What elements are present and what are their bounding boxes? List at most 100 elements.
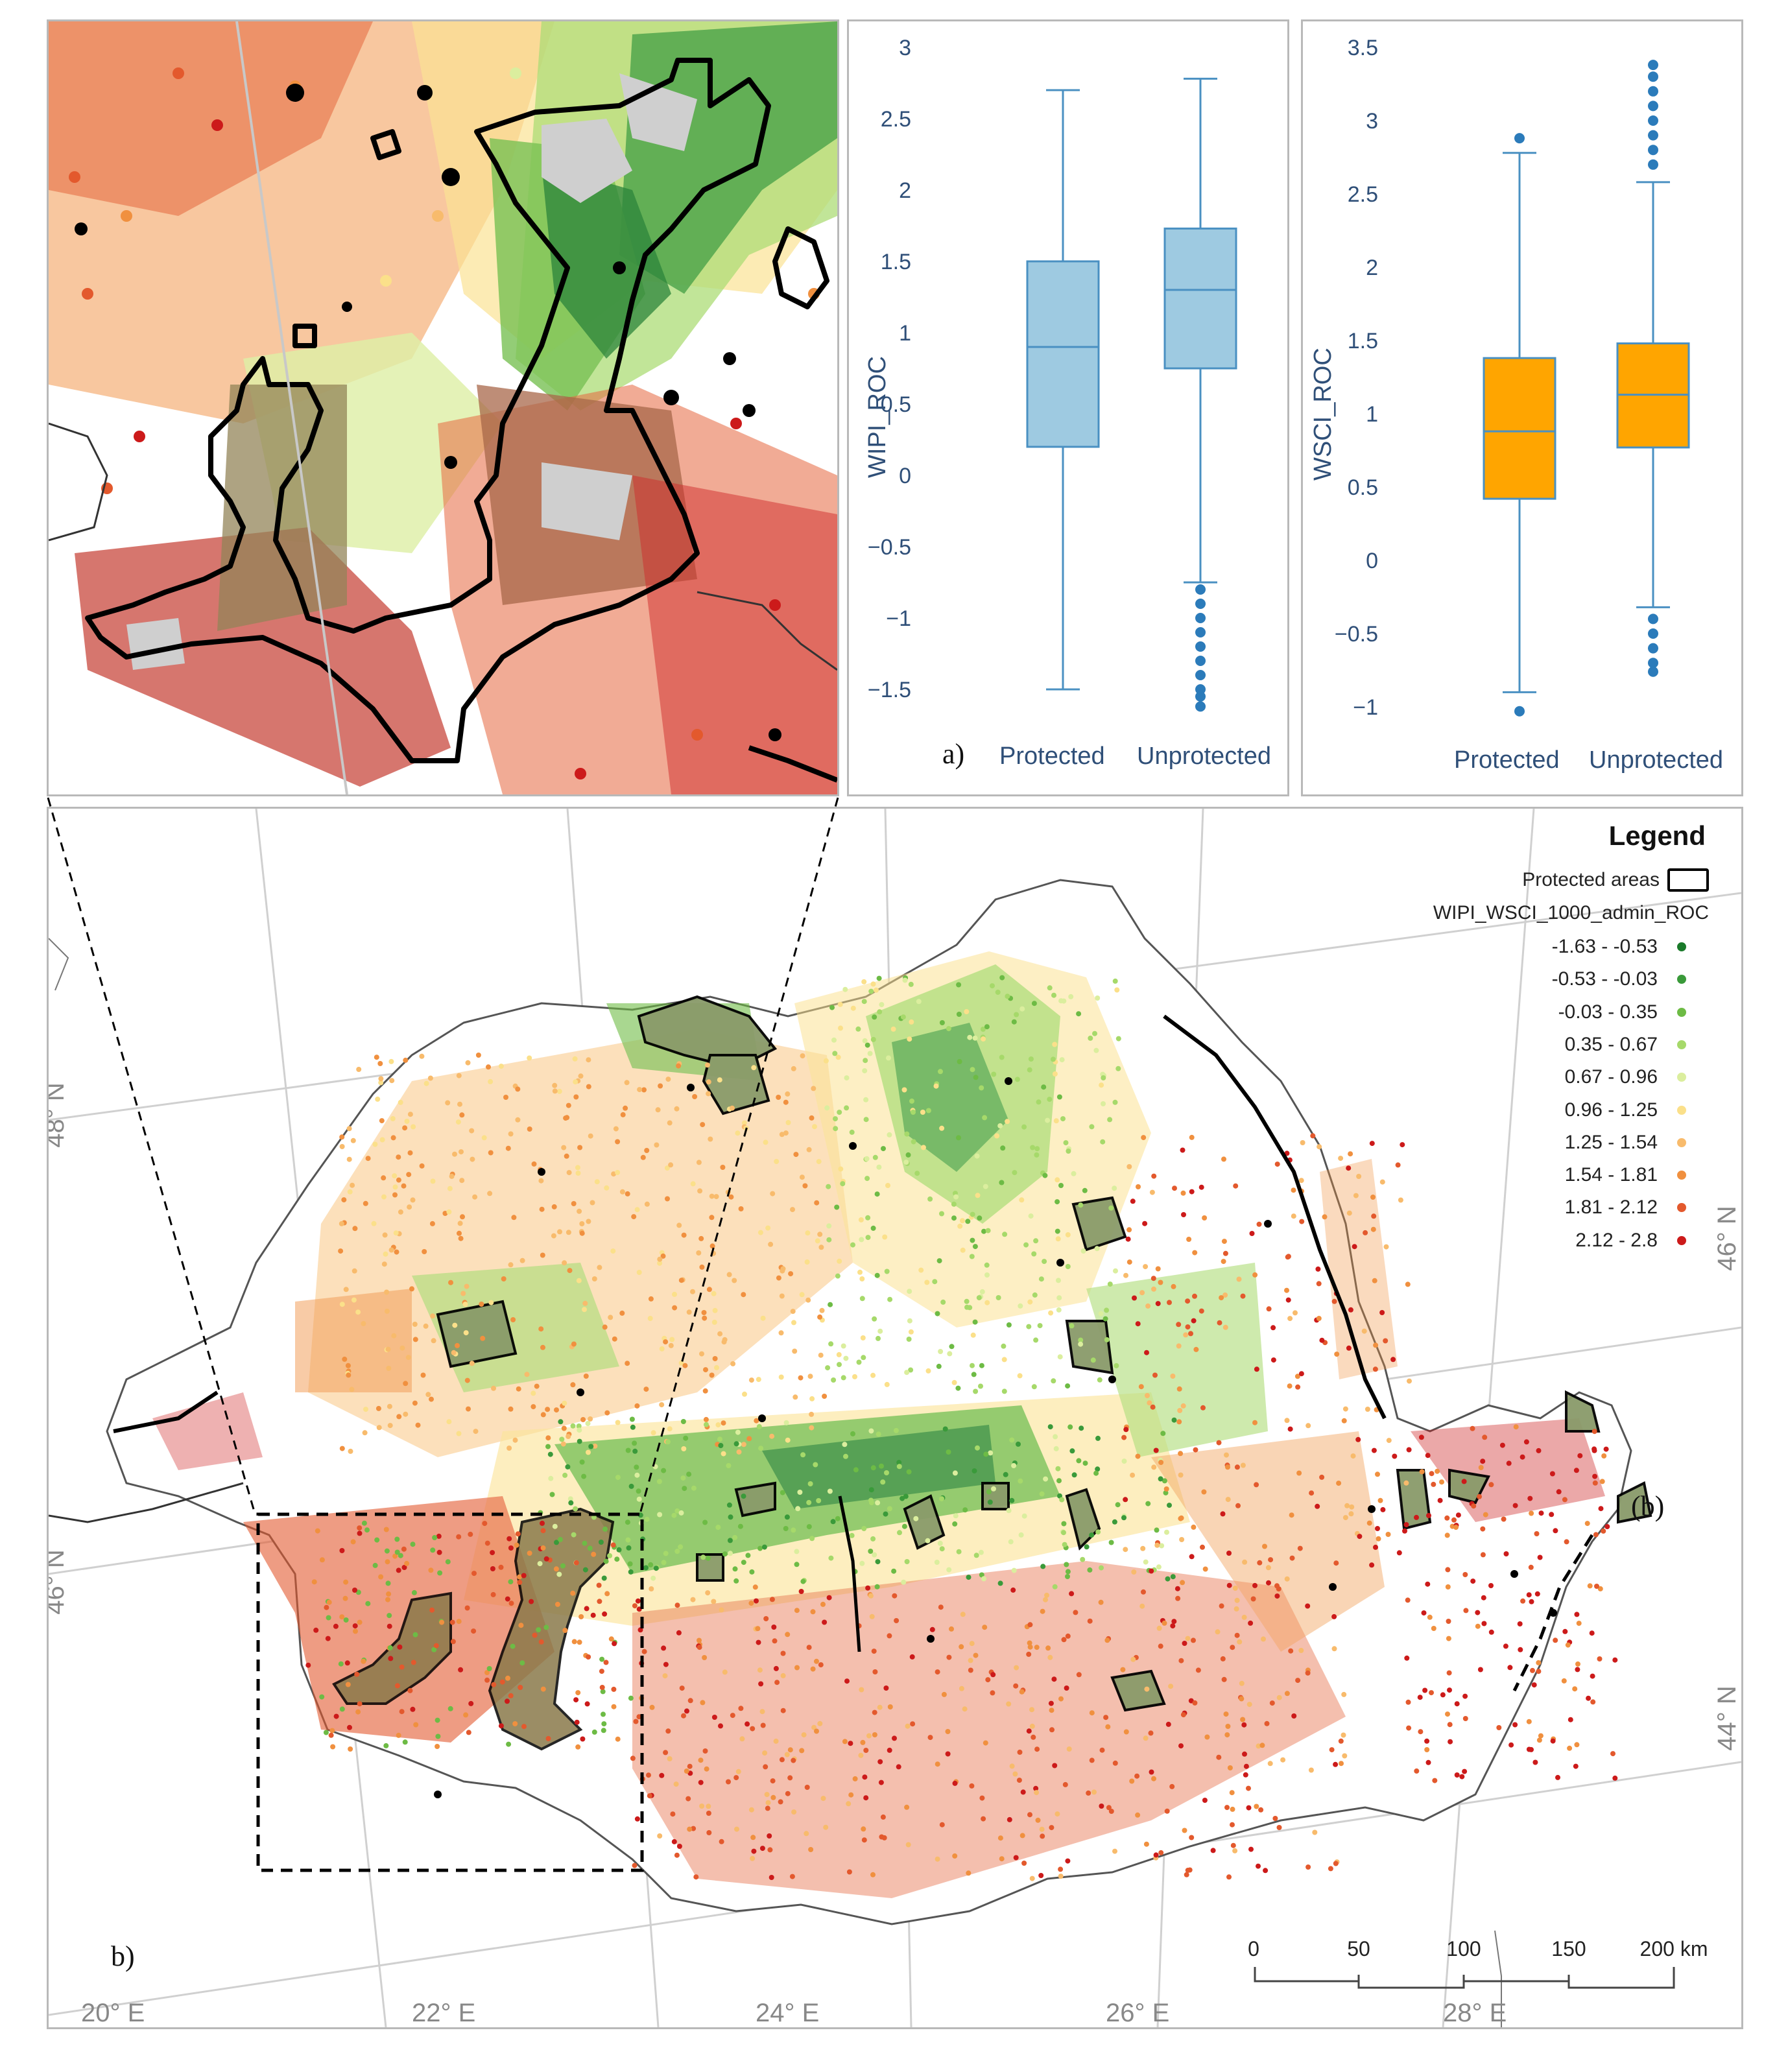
map-dot [937,1540,943,1546]
map-dot [696,1250,702,1256]
map-dot [726,1502,732,1508]
map-dot [329,1728,335,1733]
map-dot [770,1794,776,1800]
map-dot [326,1599,332,1605]
map-dot [641,1087,647,1093]
map-dot [1274,1583,1280,1589]
map-dot [870,1536,876,1542]
map-dot [793,1394,798,1400]
map-dot [1506,1460,1512,1466]
map-dot [785,1120,791,1125]
map-dot [647,1793,652,1799]
map-dot [964,1009,970,1014]
legend-title: Legend [1608,820,1706,851]
map-dot [987,1499,993,1505]
map-dot [1159,1543,1165,1549]
map-dot [1178,1451,1184,1457]
map-dot [1188,1331,1193,1337]
wipi-y-tick: 1 [899,321,911,346]
legend-class-row: 1.54 - 1.81 [1565,1164,1686,1186]
map-dot [1095,995,1101,1001]
map-dot [1429,1471,1435,1477]
map-dot [863,1117,869,1123]
outlier-point [1648,628,1658,639]
map-dot [1567,1745,1573,1751]
map-dot [809,1396,815,1401]
map-dot [1297,1545,1303,1551]
map-dot [687,1698,693,1704]
map-dot [433,1643,439,1649]
map-dot [1053,1118,1059,1124]
map-dot [1488,1583,1494,1588]
map-dot [385,1580,391,1586]
map-dot [832,1051,838,1056]
map-dot [820,1601,826,1607]
map-dot [1065,1569,1071,1575]
main-map-canvas [49,809,1741,2027]
map-dot [670,1811,676,1817]
map-dot [1079,1425,1084,1431]
map-dot [1239,1680,1245,1686]
map-dot [763,1764,769,1770]
map-dot [1171,1619,1177,1625]
map-dot [1038,1276,1044,1282]
map-dot [885,1183,890,1188]
map-dot [698,1235,704,1241]
map-dot [1066,1746,1072,1752]
map-dot [818,1662,824,1668]
map-dot [1164,1808,1170,1814]
map-dot [1336,1481,1342,1486]
map-dot [1232,1848,1238,1853]
map-dot [382,1232,388,1238]
map-dot [590,1200,595,1206]
map-dot [1158,1643,1163,1649]
map-dot [708,1136,713,1142]
map-dot [394,1536,400,1542]
map-dot [1224,1732,1230,1738]
map-dot [794,1549,800,1554]
map-dot [800,1053,805,1059]
map-dot [966,1870,971,1876]
map-dot [962,1706,968,1712]
map-dot [1052,1763,1058,1768]
map-dot [1248,1620,1254,1626]
map-dot [498,1064,504,1069]
map-dot [333,1713,339,1719]
map-dot [607,1553,613,1558]
map-dot [1202,1798,1208,1803]
map-dot [755,1626,761,1632]
graticule-label-20e: 20° E [81,1999,145,2027]
map-dot [355,1309,361,1315]
map-dot [1089,1532,1095,1538]
map-dot [519,1660,525,1666]
map-dot [466,1730,471,1735]
map-dot [934,1560,940,1565]
map-dot [1229,1790,1235,1796]
map-dot [615,1736,621,1742]
map-dot [759,1846,765,1852]
map-dot [1144,1350,1149,1355]
map-dot [939,1020,945,1025]
map-dot [1186,1237,1192,1242]
map-dot [771,1625,777,1630]
map-dot [570,1590,576,1596]
map-dot [446,1209,452,1215]
map-dot [769,1597,775,1602]
map-dot [1089,1757,1095,1763]
map-dot [324,1604,329,1610]
map-dot [733,1441,739,1447]
map-dot [1254,1482,1259,1488]
map-dot [1285,1297,1291,1303]
map-dot [1176,1343,1182,1349]
map-dot [624,1080,630,1086]
legend-class-swatch [1677,975,1686,984]
wsci-y-tick: 2.5 [1347,182,1378,207]
map-dot [1112,1848,1117,1854]
map-dot [979,1795,985,1801]
map-dot [549,1492,555,1497]
map-dot [1266,1306,1272,1312]
map-dot [969,1783,975,1789]
map-dot [833,1116,838,1122]
map-dot [1587,1583,1593,1589]
legend-class-label: -0.53 - -0.03 [1551,968,1658,990]
